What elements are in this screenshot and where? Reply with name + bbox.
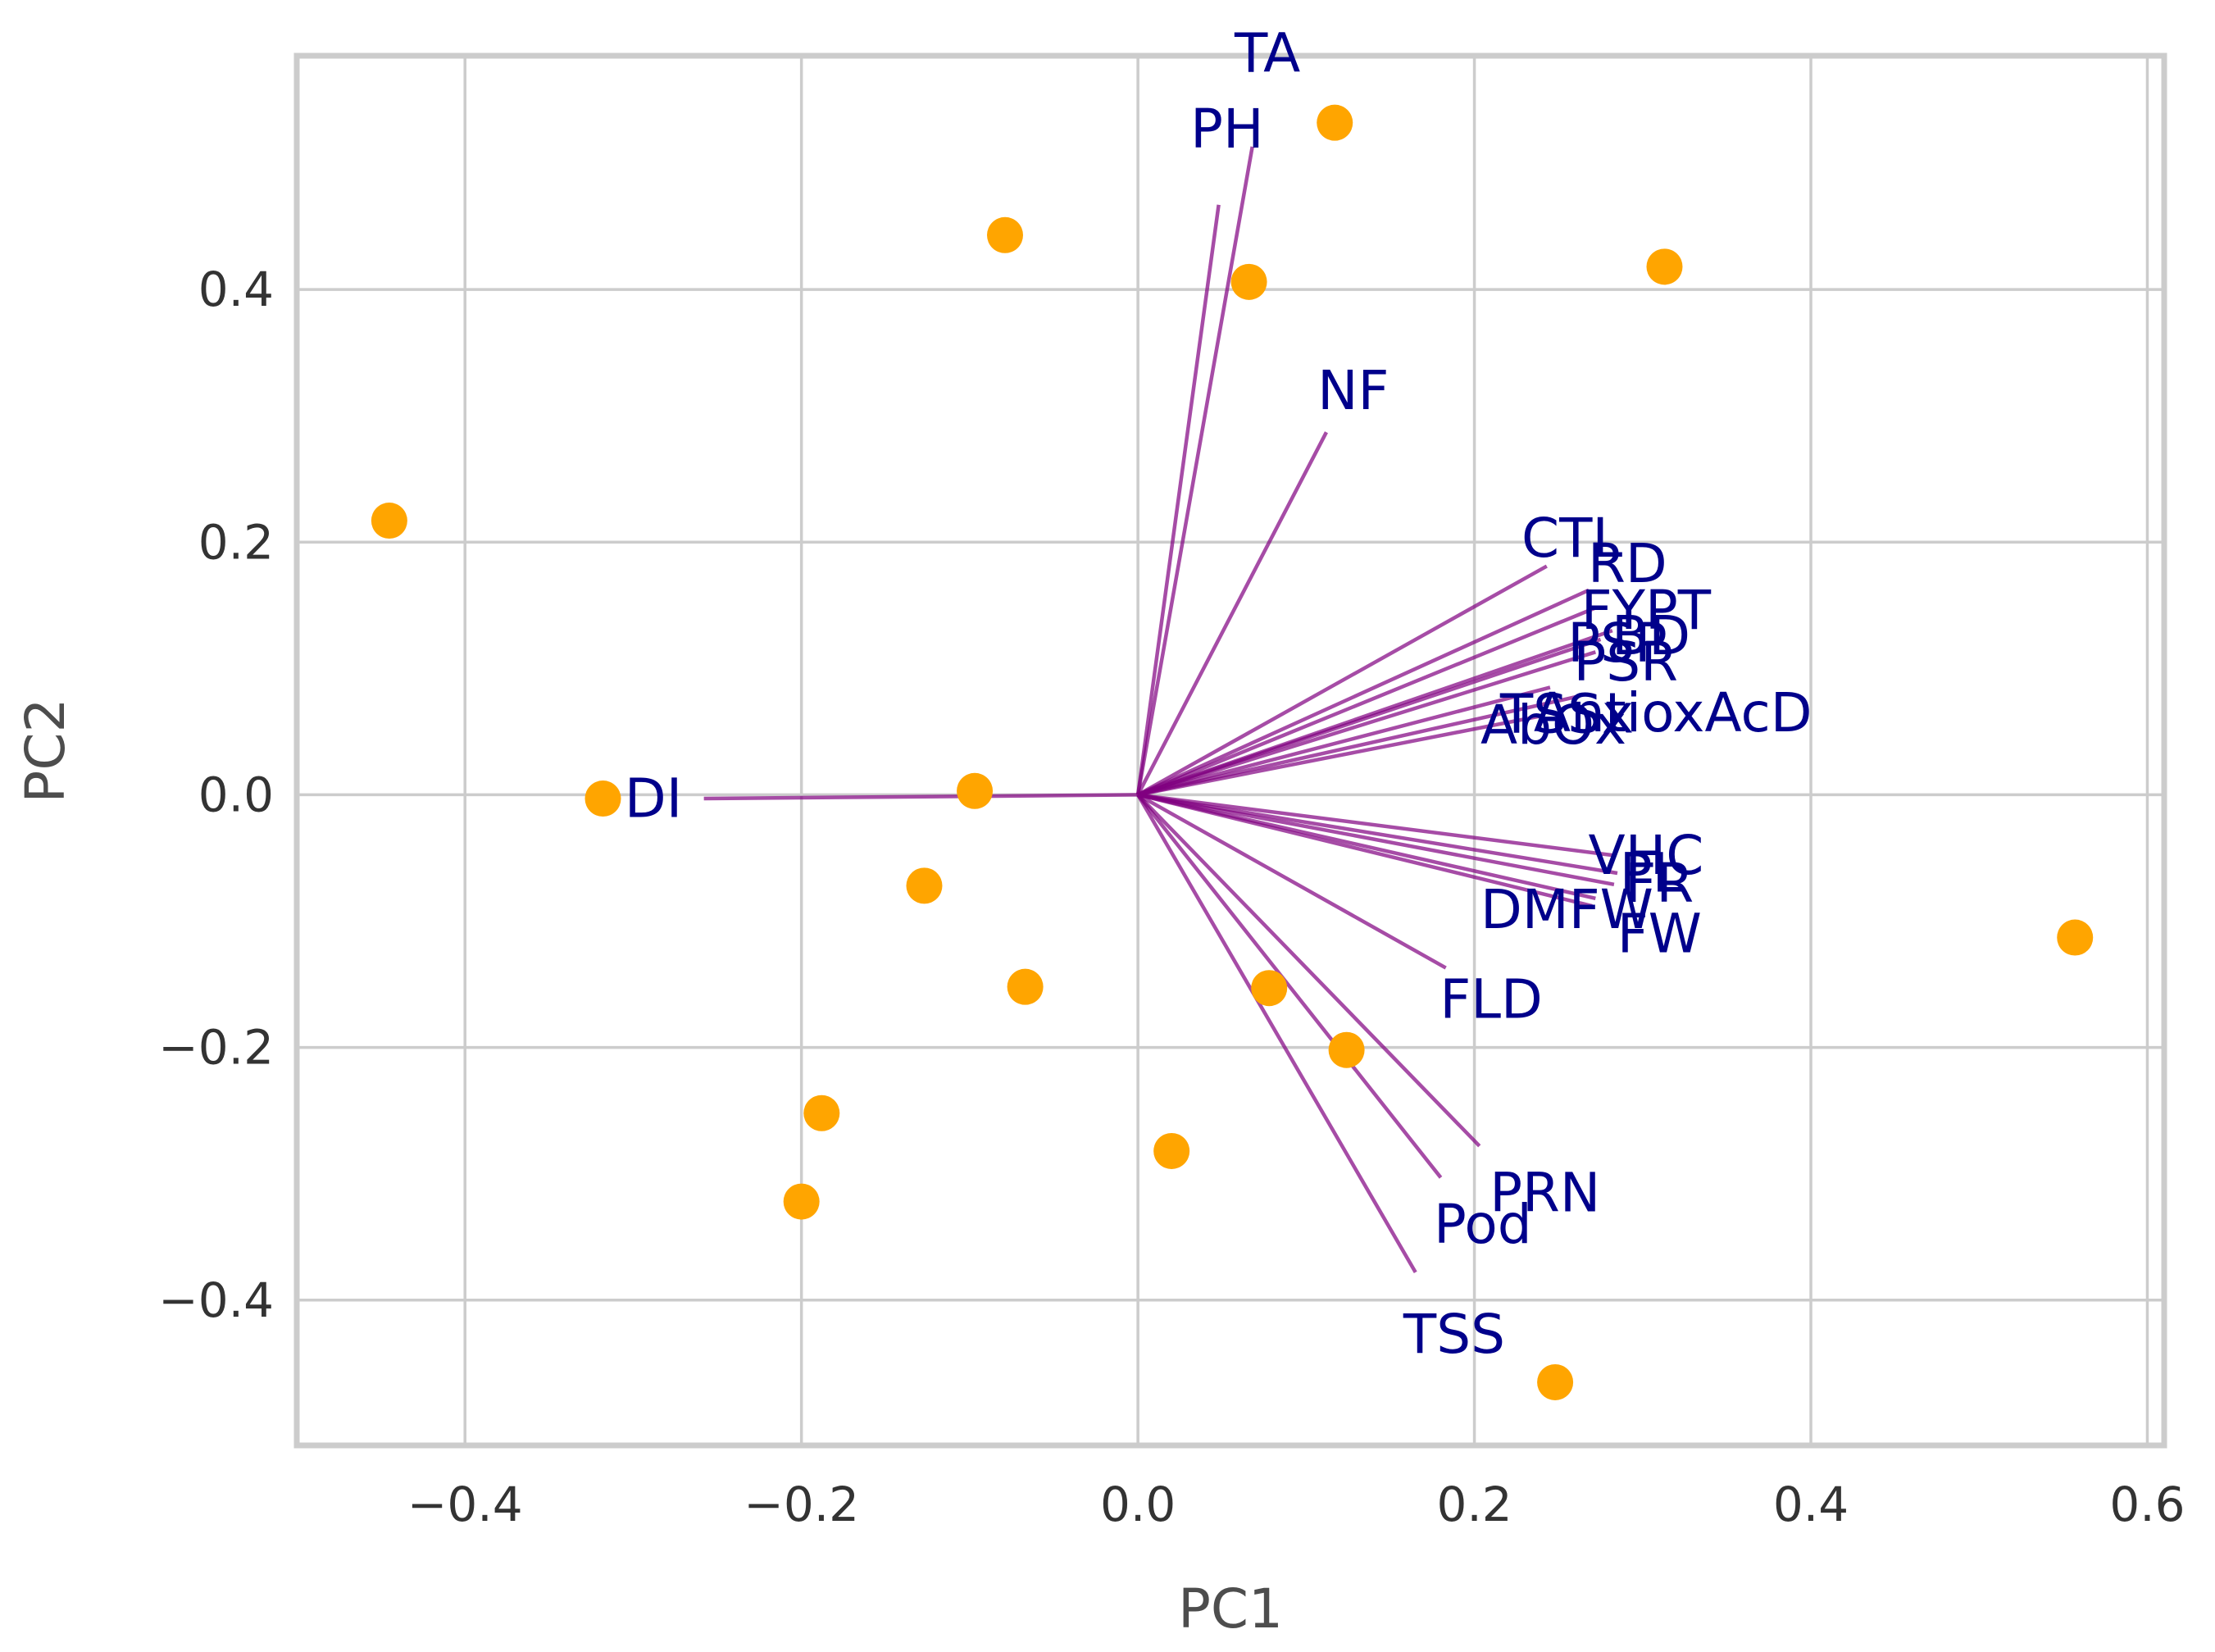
loading-vector-fld [1137,793,1447,970]
y-tick-label: −0.4 [158,1272,274,1328]
x-tick-label: 0.2 [1436,1477,1512,1532]
x-tick-labels: −0.4 −0.2 0.0 0.2 0.4 0.6 [407,1477,2185,1532]
score-point [1646,248,1683,285]
score-point [986,216,1023,253]
variable-label-ta: TA [1234,21,1300,84]
x-axis-label: PC1 [1178,1577,1283,1641]
variable-label-prn: PRN [1490,1161,1600,1224]
score-point [1328,1031,1365,1068]
loading-vector-pl [1137,793,1618,876]
x-tick-label: 0.6 [2109,1477,2185,1532]
loading-vector-di [703,793,1139,801]
y-tick-labels: −0.4 −0.2 0.0 0.2 0.4 [158,262,274,1328]
variable-label-fypt: FYPT [1581,579,1712,642]
variable-label-dmfw: DMFW [1480,878,1653,941]
y-tick-label: 0.4 [198,262,274,317]
loading-vector-tss [1136,794,1417,1274]
score-point [1537,1363,1574,1400]
loading-vector-fr [1137,793,1615,887]
variable-label-antioxacd: AntioxAcD [1534,681,1812,744]
variable-label-di: DI [625,767,682,831]
variable-label-nf: NF [1317,359,1389,422]
variable-labels: TA PH NF CTLRDFYPTBDPSPPSRAntioxAcDTSSxAbOx… [625,21,1812,1365]
variable-label-pod: Pod [1434,1193,1532,1256]
loading-vector-ta [1135,146,1254,795]
grid-lines [297,56,2164,1445]
variable-label-ctl: CTL [1521,507,1622,570]
score-points [371,104,2094,1400]
score-point [1317,104,1353,141]
variable-label-ph: PH [1190,98,1263,161]
loading-vector-rd [1137,588,1590,797]
score-point [957,772,994,809]
x-tick-label: 0.4 [1773,1477,1849,1532]
loading-vector-prn [1136,793,1481,1148]
score-point [1230,263,1267,300]
y-tick-label: 0.2 [198,514,274,570]
score-point [1007,968,1044,1005]
variable-label-abox: AbOx [1480,694,1626,757]
y-tick-label: −0.2 [158,1020,274,1076]
y-axis-label: PC2 [14,699,77,803]
x-tick-label: −0.4 [407,1477,523,1532]
variable-label-tssx: TSSx [1499,682,1634,745]
variable-label-rd: RD [1588,532,1667,595]
x-tick-label: 0.0 [1100,1477,1176,1532]
score-point [803,1095,840,1131]
variable-label-fw: FW [1617,902,1702,965]
loading-vector-antioxacd [1137,694,1580,797]
variable-label-pl: PL [1620,841,1683,904]
loading-vectors [703,146,1618,1274]
loading-vector-ph [1135,204,1221,795]
loading-vector-fypt [1137,606,1597,797]
score-point [783,1183,820,1220]
loading-vector-abox [1137,714,1539,797]
loading-vector-pod [1136,794,1443,1179]
score-point [371,503,407,539]
variable-label-fr: FR [1625,852,1694,915]
loading-vector-fw [1137,793,1593,908]
score-point [1153,1132,1190,1169]
variable-label-psr: PSR [1573,630,1678,694]
score-point [584,780,621,817]
loading-vector-vhc [1137,793,1615,858]
plot-frame [293,52,2167,1449]
loading-vector-nf [1136,431,1328,796]
loading-vector-psr [1137,650,1597,797]
variable-label-psp: PSP [1567,612,1667,675]
x-tick-label: −0.2 [744,1477,859,1532]
score-point [2057,919,2094,956]
score-point [1251,970,1288,1007]
score-point [906,867,943,904]
loading-vector-tssx [1137,685,1551,797]
variable-label-bd: BD [1612,604,1690,667]
variable-label-tss: TSS [1403,1303,1505,1366]
loading-vector-ctl [1137,564,1548,797]
y-tick-label: 0.0 [198,767,274,822]
variable-label-fld: FLD [1440,968,1543,1031]
variable-label-vhc: VHC [1588,824,1703,887]
